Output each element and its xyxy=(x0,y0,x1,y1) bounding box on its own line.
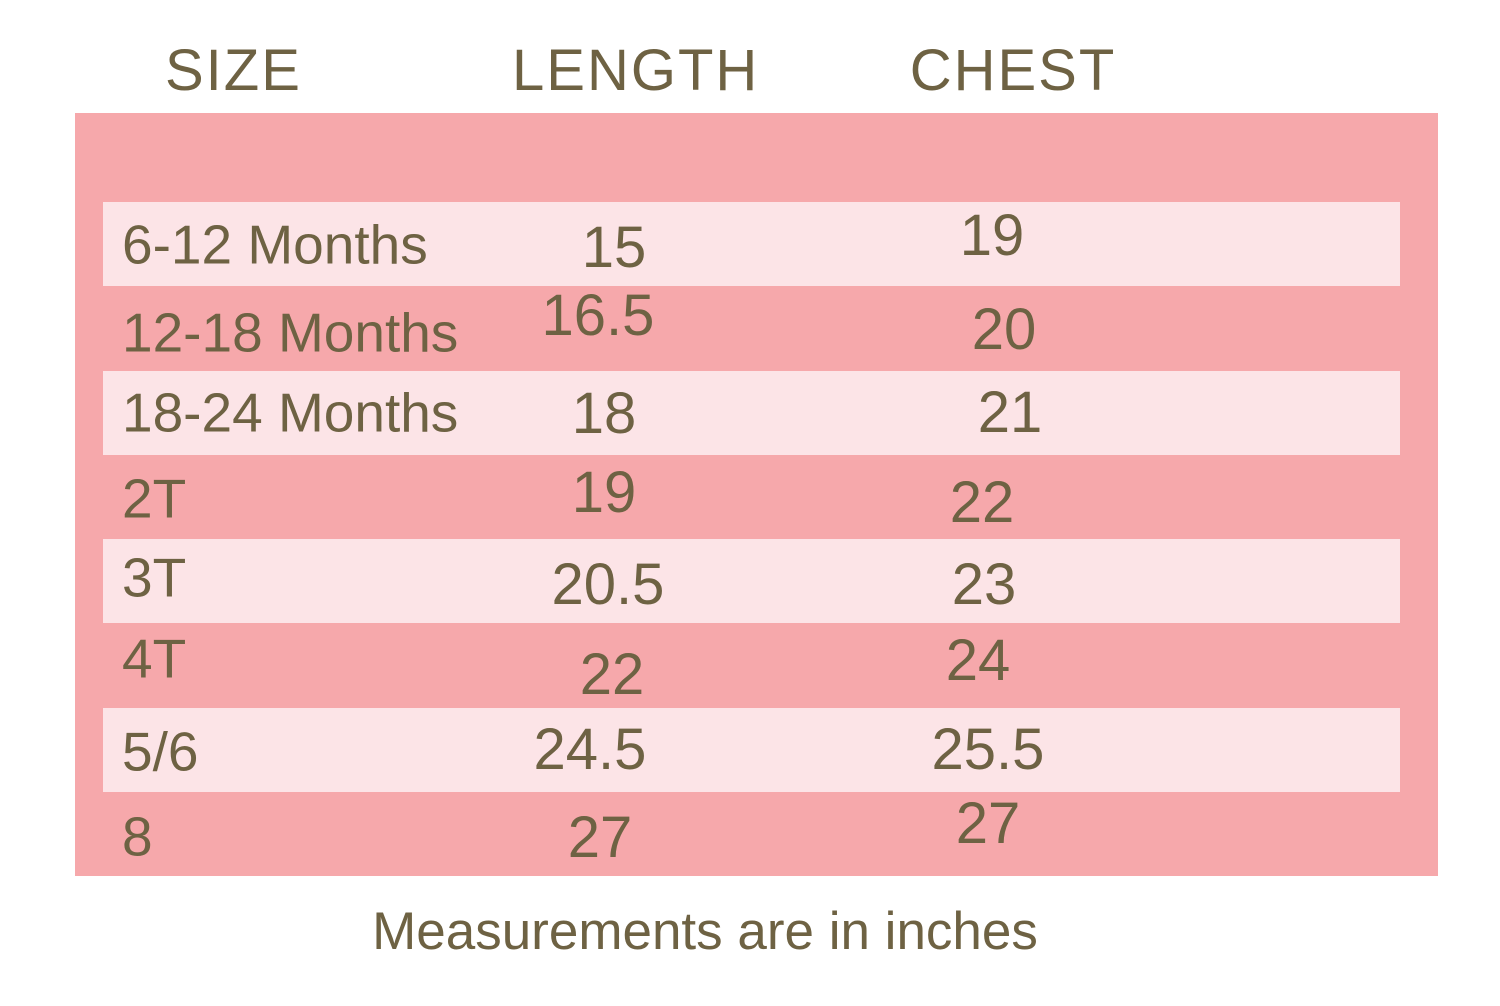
size-cell: 4T xyxy=(122,627,187,690)
length-cell: 20.5 xyxy=(551,552,665,618)
size-cell: 12-18 Months xyxy=(122,301,459,364)
chest-cell: 20 xyxy=(971,297,1037,363)
table-row: 6-12 Months 15 19 xyxy=(103,202,1400,287)
size-chart-rows: 6-12 Months 15 19 12-18 Months 16.5 20 1… xyxy=(103,202,1400,876)
chest-cell: 21 xyxy=(977,379,1043,445)
table-row: 18-24 Months 18 21 xyxy=(103,370,1400,455)
table-row: 4T 22 24 xyxy=(103,623,1400,707)
chest-cell: 24 xyxy=(945,628,1011,694)
size-cell: 8 xyxy=(122,805,153,868)
table-row: 2T 19 22 xyxy=(103,455,1400,539)
table-row: 5/6 24.5 25.5 xyxy=(103,707,1400,792)
table-row: 3T 20.5 23 xyxy=(103,539,1400,624)
size-cell: 18-24 Months xyxy=(122,381,459,444)
table-row: 12-18 Months 16.5 20 xyxy=(103,286,1400,370)
size-cell: 2T xyxy=(122,467,187,530)
size-cell: 3T xyxy=(122,546,187,609)
size-chart-panel: 6-12 Months 15 19 12-18 Months 16.5 20 1… xyxy=(75,113,1438,876)
column-header-size: SIZE xyxy=(165,38,302,103)
length-cell: 24.5 xyxy=(533,716,647,782)
table-row: 8 27 27 xyxy=(103,792,1400,876)
length-cell: 27 xyxy=(567,804,633,870)
footnote: Measurements are in inches xyxy=(372,902,1038,961)
chest-cell: 27 xyxy=(955,790,1021,856)
column-header-length: LENGTH xyxy=(512,38,760,103)
length-cell: 16.5 xyxy=(541,283,655,349)
size-cell: 6-12 Months xyxy=(122,213,428,276)
length-cell: 22 xyxy=(579,642,645,708)
chest-cell: 25.5 xyxy=(931,716,1045,782)
chest-cell: 22 xyxy=(949,469,1015,535)
chest-cell: 19 xyxy=(959,203,1025,269)
length-cell: 18 xyxy=(571,380,637,446)
chest-cell: 23 xyxy=(951,552,1017,618)
size-cell: 5/6 xyxy=(122,720,199,783)
column-header-chest: CHEST xyxy=(909,38,1117,103)
length-cell: 19 xyxy=(571,459,637,525)
length-cell: 15 xyxy=(581,215,647,281)
